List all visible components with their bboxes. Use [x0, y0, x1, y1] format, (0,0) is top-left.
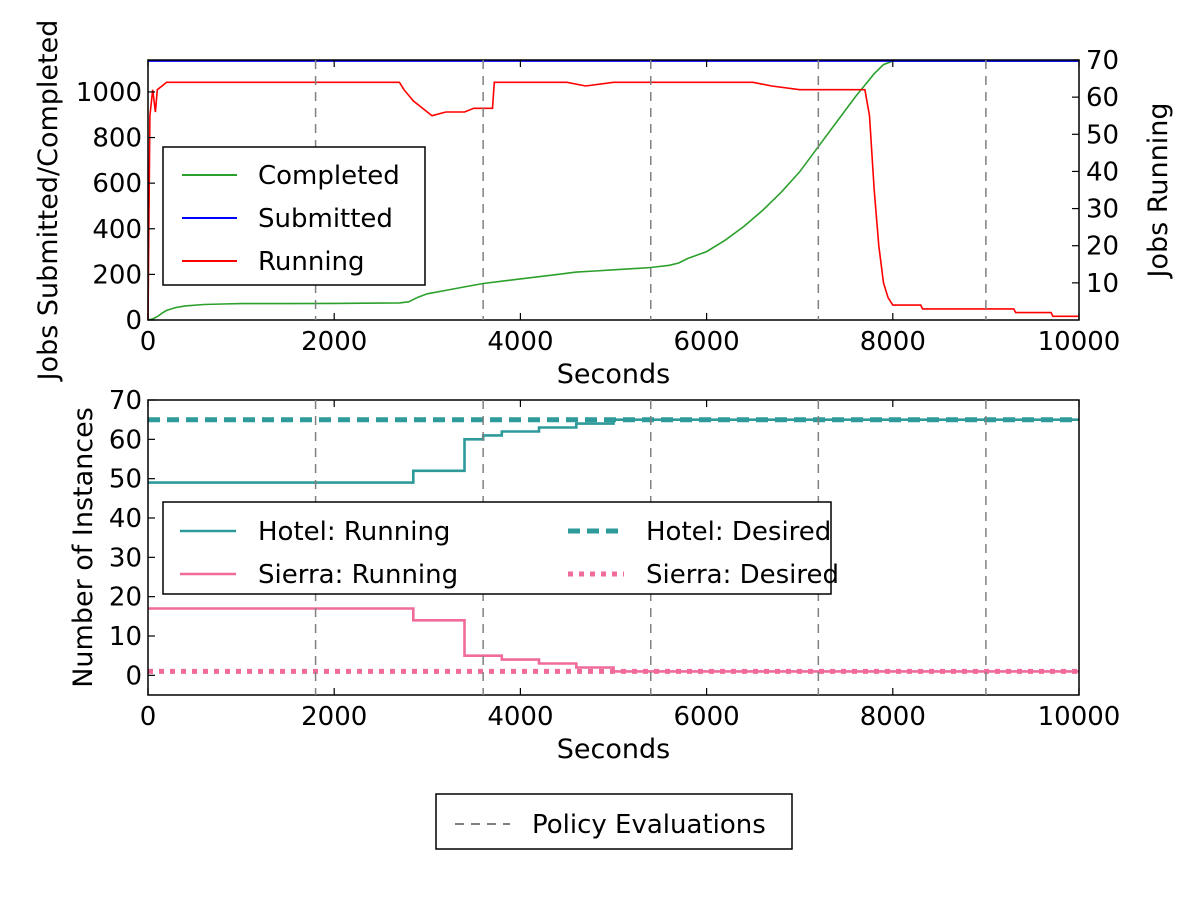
x-tick-label: 6000: [674, 327, 740, 357]
y-tick-label: 400: [92, 215, 142, 245]
top-chart: 0 2000 4000 6000 8000 10000 0 200 400 600 800 1000 S…: [33, 20, 1174, 390]
x-tick-label: 8000: [860, 702, 926, 732]
y-tick-label: 10: [109, 622, 142, 652]
bottom-chart: 0 2000 4000 6000 8000 10000 0 10 20 30 40 50 60 70 Sec…: [68, 386, 1120, 765]
series-line-running: [147, 81, 1079, 321]
x-axis-label: Seconds: [557, 734, 670, 765]
x-tick-label: 8000: [860, 327, 926, 357]
y2-tick-label: 10: [1086, 269, 1119, 299]
y-tick-label: 50: [109, 465, 142, 495]
y-tick-label: 0: [125, 306, 142, 336]
series-line-hotel-running: [148, 418, 1079, 484]
y-tick-label: 1000: [76, 78, 142, 108]
y-axis-label: Jobs Submitted/Completed: [33, 20, 64, 383]
legend-label-completed: Completed: [258, 161, 400, 191]
legend-label-running: Running: [258, 247, 365, 277]
top-chart-legend: Completed Submitted Running: [162, 146, 426, 286]
y-tick-label: 600: [92, 169, 142, 199]
policy-legend-label: Policy Evaluations: [532, 810, 766, 840]
legend-label-sierra-running: Sierra: Running: [258, 560, 458, 590]
y-tick-label: 40: [109, 504, 142, 534]
y2-tick-label: 20: [1086, 232, 1119, 262]
series-line-completed: [147, 60, 1079, 321]
series-line-sierra-running: [148, 607, 1079, 673]
plot-frame: [147, 59, 1080, 321]
x-tick-label: 10000: [1038, 327, 1121, 357]
y2-axis-label: Jobs Running: [1143, 103, 1174, 280]
x-tick-label: 2000: [301, 702, 367, 732]
legend-label-sierra-desired: Sierra: Desired: [646, 560, 839, 590]
y2-tick-label: 70: [1086, 46, 1119, 76]
legend-label-submitted: Submitted: [258, 204, 393, 234]
x-tick-label: 2000: [301, 327, 367, 357]
legend-label-hotel-running: Hotel: Running: [258, 517, 450, 547]
x-tick-label: 4000: [487, 327, 553, 357]
legend-box: [162, 501, 832, 595]
x-axis-label: Seconds: [557, 359, 670, 390]
y2-tick-label: 50: [1086, 120, 1119, 150]
y2-tick-label: 30: [1086, 195, 1119, 225]
y-tick-label: 0: [125, 661, 142, 691]
x-tick-label: 0: [140, 702, 157, 732]
y-tick-label: 30: [109, 543, 142, 573]
policy-legend-box: [435, 793, 793, 850]
policy-evaluations-legend: Policy Evaluations: [435, 793, 793, 850]
bottom-chart-legend: Hotel: Running Hotel: Desired Sierra: Runn…: [162, 501, 839, 595]
y-axis-label: Number of Instances: [68, 407, 99, 688]
y-tick-label: 800: [92, 124, 142, 154]
x-tick-label: 4000: [487, 702, 553, 732]
x-tick-label: 6000: [674, 702, 740, 732]
legend-label-hotel-desired: Hotel: Desired: [646, 517, 831, 547]
y-tick-label: 60: [109, 425, 142, 455]
y2-tick-label: 60: [1086, 83, 1119, 113]
x-tick-label: 10000: [1038, 702, 1121, 732]
x-tick-label: 0: [140, 327, 157, 357]
y-tick-label: 200: [92, 260, 142, 290]
plot-frame: [147, 399, 1080, 696]
y-tick-label: 20: [109, 583, 142, 613]
y2-tick-label: 40: [1086, 157, 1119, 187]
y-tick-label: 70: [109, 386, 142, 416]
